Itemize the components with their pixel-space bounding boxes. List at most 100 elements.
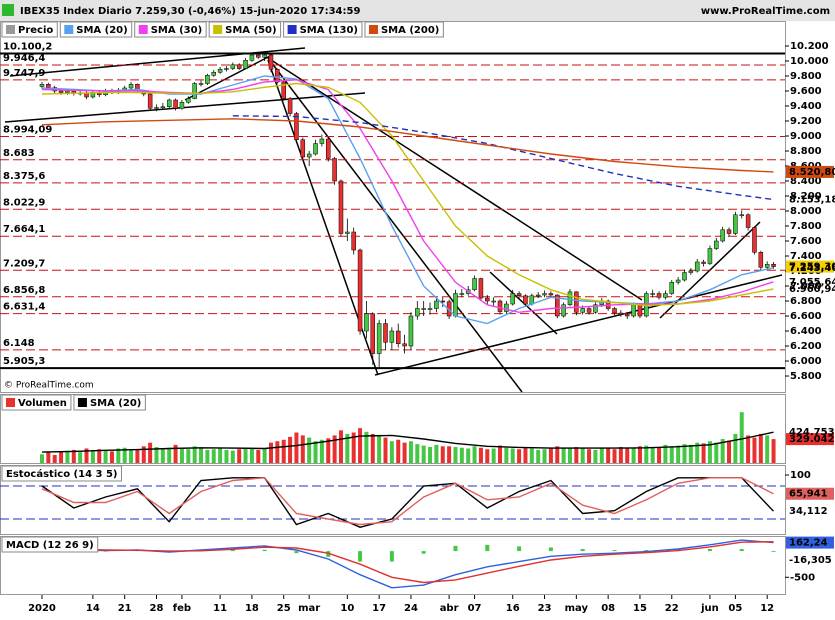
- bar: [262, 448, 267, 463]
- x-tick-label: 21: [118, 603, 132, 614]
- x-tick-label: 22: [665, 603, 679, 614]
- candle-body: [160, 106, 166, 109]
- x-tick-label: mar: [298, 603, 320, 614]
- bar: [173, 444, 178, 463]
- level-label: 6.148: [3, 338, 35, 349]
- x-tick-label: 24: [404, 603, 418, 614]
- bar: [523, 447, 528, 463]
- bar: [345, 433, 350, 463]
- bar: [326, 551, 331, 557]
- candle-body: [669, 282, 675, 294]
- candle-body: [313, 143, 318, 155]
- y-tick-label: 5.800: [790, 371, 822, 382]
- bar: [358, 551, 363, 562]
- bar: [485, 449, 490, 463]
- candle-body: [733, 214, 738, 234]
- bar: [275, 441, 280, 463]
- bar: [707, 549, 712, 552]
- bar: [574, 447, 579, 463]
- candle-body: [453, 293, 458, 317]
- volume-frame: [0, 394, 786, 464]
- candle-body: [268, 54, 274, 70]
- bar: [739, 549, 744, 552]
- candle-body: [249, 54, 255, 61]
- x-tick-label: 15: [633, 603, 647, 614]
- bar: [230, 549, 235, 552]
- candle-body: [198, 83, 204, 85]
- candle-body: [555, 294, 560, 317]
- bar: [78, 452, 83, 463]
- candle-body: [319, 138, 325, 144]
- y-tick-label: 9.800: [790, 71, 822, 82]
- bar: [370, 433, 375, 463]
- bar: [351, 432, 356, 463]
- website: www.ProRealTime.com: [701, 6, 830, 17]
- candle-body: [147, 93, 153, 109]
- candle-body: [675, 279, 681, 283]
- bar: [758, 433, 763, 463]
- level-label: 5.905,3: [3, 356, 45, 367]
- trend-line: [184, 54, 273, 101]
- bar: [657, 447, 662, 463]
- bar: [148, 442, 153, 463]
- y-tick-label: 8.000: [790, 206, 822, 217]
- candle-body: [663, 293, 668, 298]
- bar: [491, 448, 496, 463]
- trend-line: [267, 57, 523, 393]
- bar: [707, 441, 712, 463]
- bar: [224, 449, 229, 463]
- candle-body: [230, 64, 236, 69]
- bar: [294, 432, 299, 463]
- bar: [567, 448, 572, 463]
- bar: [542, 449, 547, 463]
- candle-body: [612, 308, 617, 314]
- bar: [116, 448, 121, 463]
- bar: [262, 549, 267, 552]
- x-tick-label: 17: [372, 603, 386, 614]
- candle-body: [179, 102, 185, 109]
- candle-body: [224, 68, 229, 70]
- bar: [536, 449, 541, 463]
- candle-body: [173, 99, 178, 109]
- bar: [447, 446, 452, 463]
- candle-body: [434, 300, 439, 309]
- bar: [618, 447, 623, 463]
- bar: [440, 446, 445, 463]
- candle-body: [427, 308, 433, 310]
- series-line: [41, 79, 774, 314]
- bar: [326, 438, 331, 463]
- candle-body: [262, 54, 267, 58]
- bar: [199, 447, 204, 463]
- bar: [230, 450, 235, 463]
- bar: [59, 451, 64, 463]
- candle-body: [345, 231, 350, 234]
- legend-swatch: [6, 398, 15, 407]
- y-tick-label: 8.400: [790, 176, 822, 187]
- trend-line: [4, 92, 366, 123]
- x-tick-label: jun: [700, 603, 719, 614]
- y-tick-label: 6.400: [790, 326, 822, 337]
- bar: [90, 449, 95, 463]
- bar: [358, 428, 363, 463]
- candle-body: [243, 60, 248, 69]
- y-tick-label: 100: [790, 470, 811, 481]
- value-label: 6.960,94: [789, 284, 835, 295]
- bar: [517, 546, 522, 552]
- x-tick-label: 28: [150, 603, 164, 614]
- series-line: [41, 477, 774, 526]
- bar: [383, 437, 388, 463]
- bar: [243, 447, 248, 463]
- candle-body: [287, 98, 293, 114]
- bar: [211, 449, 216, 463]
- candle-body: [357, 249, 363, 332]
- candle-body: [58, 90, 64, 93]
- bar: [103, 551, 108, 552]
- candle-body: [497, 300, 503, 312]
- legend-box: [1, 465, 122, 482]
- candle-body: [415, 308, 420, 317]
- y-tick-label: 6.000: [790, 356, 822, 367]
- legend-label: SMA (30): [151, 25, 202, 36]
- bar: [129, 449, 134, 463]
- candle-body: [275, 69, 280, 83]
- x-tick-label: 25: [277, 603, 291, 614]
